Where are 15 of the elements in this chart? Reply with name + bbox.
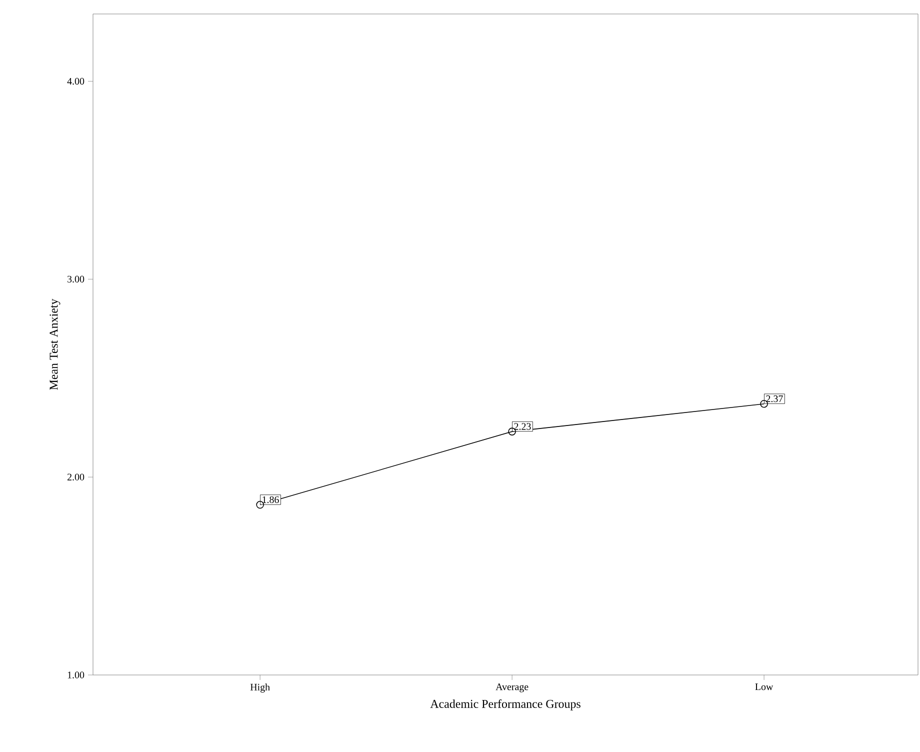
data-label: 2.37 xyxy=(766,395,783,402)
x-tick-label: High xyxy=(250,683,270,693)
point xyxy=(508,428,516,436)
point xyxy=(256,500,264,509)
x-tick-label: Low xyxy=(755,684,774,690)
data-label: 2.23 xyxy=(514,423,531,430)
y-tick-label: 2.00 xyxy=(67,474,84,480)
y-tick-label: 3.00 xyxy=(68,276,84,283)
x-axis-title: Academic Performance Groups xyxy=(430,699,580,710)
point xyxy=(760,400,768,408)
data-label: 1.86 xyxy=(262,496,279,504)
y-axis-title: Mean Test Anxiety xyxy=(50,298,60,390)
y-tick-label: 1.00 xyxy=(68,672,84,678)
y-tick-label: 4.00 xyxy=(67,78,84,85)
x-tick-label: Average xyxy=(496,684,528,692)
